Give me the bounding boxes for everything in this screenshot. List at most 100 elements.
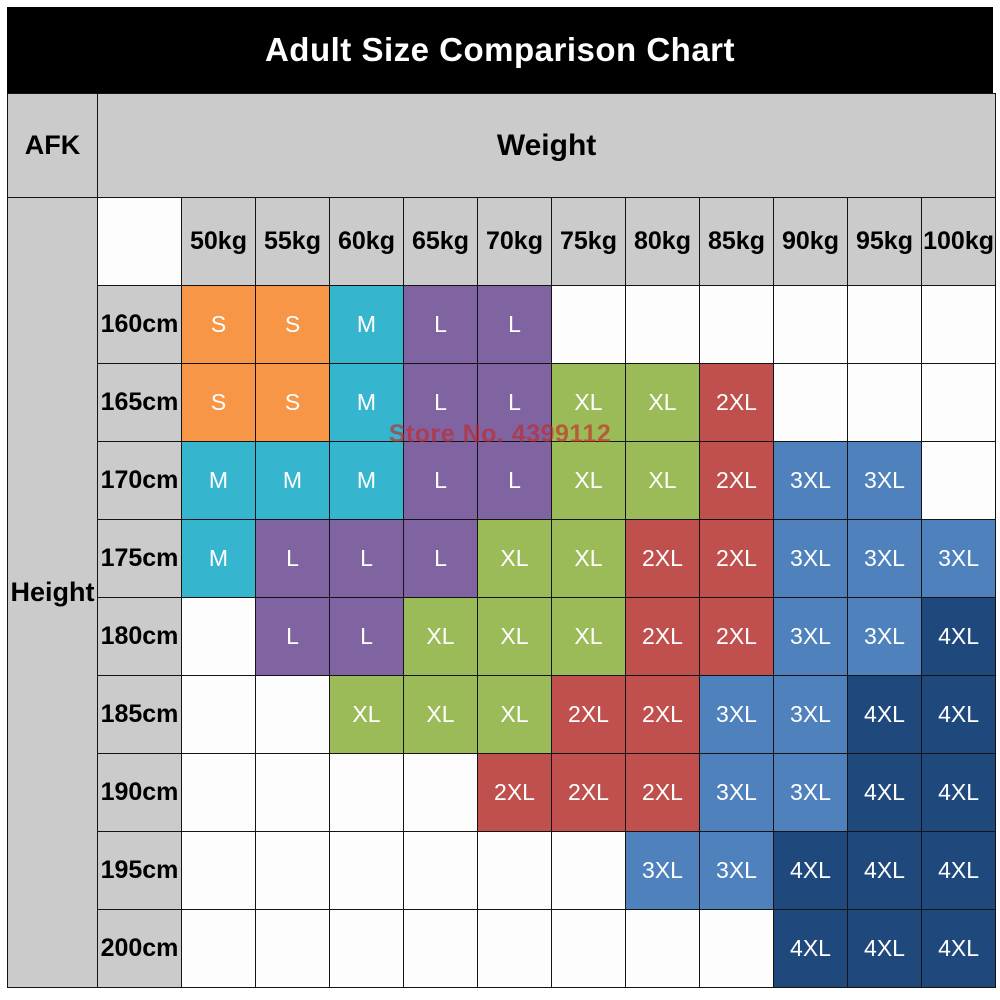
weight-column-header: 65kg: [403, 197, 478, 286]
size-cell: L: [403, 285, 478, 364]
size-cell: XL: [403, 675, 478, 754]
size-cell: M: [181, 519, 256, 598]
empty-cell: [477, 909, 552, 988]
size-cell: L: [329, 597, 404, 676]
size-cell: XL: [551, 597, 626, 676]
corner-label-afk: AFK: [7, 93, 98, 198]
size-cell: 3XL: [773, 597, 848, 676]
size-cell: 2XL: [699, 597, 774, 676]
size-cell: L: [255, 519, 330, 598]
table-row: 185cm XL XL XL 2XL 2XL 3XL 3XL 4XL 4XL: [8, 675, 997, 754]
size-cell: 2XL: [551, 753, 626, 832]
empty-cell: [255, 831, 330, 910]
size-cell: M: [329, 363, 404, 442]
size-cell: XL: [329, 675, 404, 754]
size-cell: 4XL: [847, 675, 922, 754]
empty-cell: [255, 675, 330, 754]
height-row-label: 165cm: [97, 363, 182, 442]
size-cell: XL: [403, 597, 478, 676]
size-cell: S: [181, 285, 256, 364]
height-row-label: 190cm: [97, 753, 182, 832]
size-cell: XL: [551, 363, 626, 442]
weight-column-header: 75kg: [551, 197, 626, 286]
height-row-label: 170cm: [97, 441, 182, 520]
size-comparison-table: AFK Weight Height 50kg 55kg 60kg 65kg 70kg 75kg 8…: [7, 93, 997, 988]
empty-cell: [181, 753, 256, 832]
weight-column-header: 70kg: [477, 197, 552, 286]
table-row: 175cm M L L L XL XL 2XL 2XL 3XL 3XL 3XL: [8, 519, 997, 598]
empty-cell: [920, 285, 997, 364]
size-cell: 2XL: [625, 519, 700, 598]
empty-cell: [920, 363, 997, 442]
height-row-label: 175cm: [97, 519, 182, 598]
size-cell: 4XL: [773, 831, 848, 910]
size-cell: XL: [551, 441, 626, 520]
size-cell: 2XL: [477, 753, 552, 832]
size-cell: 2XL: [625, 675, 700, 754]
weight-column-header: 85kg: [699, 197, 774, 286]
size-cell: M: [329, 285, 404, 364]
weight-header-row: AFK Weight: [7, 93, 997, 198]
size-cell: XL: [477, 675, 552, 754]
size-cell: L: [403, 363, 478, 442]
size-cell: L: [477, 441, 552, 520]
empty-cell: [551, 831, 626, 910]
size-cell: 4XL: [920, 831, 997, 910]
size-cell: 3XL: [920, 519, 997, 598]
empty-cell: [403, 909, 478, 988]
size-cell: XL: [551, 519, 626, 598]
empty-cell: [847, 285, 922, 364]
empty-cell: [773, 285, 848, 364]
size-cell: XL: [625, 363, 700, 442]
size-cell: 3XL: [699, 831, 774, 910]
weight-column-header: 100kg: [920, 197, 997, 286]
height-row-label: 185cm: [97, 675, 182, 754]
empty-cell: [329, 753, 404, 832]
empty-cell: [181, 675, 256, 754]
weight-column-header: 80kg: [625, 197, 700, 286]
empty-cell: [403, 753, 478, 832]
chart-title-bar: Adult Size Comparison Chart: [7, 7, 993, 93]
empty-cell: [255, 909, 330, 988]
size-cell: 2XL: [625, 753, 700, 832]
page-title: Adult Size Comparison Chart: [264, 31, 736, 68]
size-cell: L: [255, 597, 330, 676]
size-cell: 4XL: [920, 909, 997, 988]
size-cell: XL: [625, 441, 700, 520]
size-cell: 2XL: [551, 675, 626, 754]
size-cell: 2XL: [699, 363, 774, 442]
size-cell: 4XL: [920, 753, 997, 832]
table-row: 170cm M M M L L XL XL 2XL 3XL 3XL: [8, 441, 997, 520]
size-cell: 4XL: [920, 597, 997, 676]
size-cell: 3XL: [773, 675, 848, 754]
empty-cell: [181, 831, 256, 910]
size-cell: S: [181, 363, 256, 442]
empty-cell: [920, 441, 997, 520]
size-cell: 4XL: [773, 909, 848, 988]
weight-column-header: 95kg: [847, 197, 922, 286]
size-cell: L: [477, 285, 552, 364]
empty-cell: [477, 831, 552, 910]
height-axis-label: Height: [7, 197, 98, 988]
size-cell: L: [403, 519, 478, 598]
empty-cell: [551, 909, 626, 988]
size-cell: 3XL: [773, 753, 848, 832]
empty-cell: [625, 285, 700, 364]
empty-cell: [329, 909, 404, 988]
size-cell: 3XL: [699, 675, 774, 754]
empty-cell: [181, 909, 256, 988]
size-cell: 3XL: [847, 597, 922, 676]
empty-cell: [773, 363, 848, 442]
table-row: 180cm L L XL XL XL 2XL 2XL 3XL 3XL 4XL: [8, 597, 997, 676]
size-cell: M: [181, 441, 256, 520]
empty-cell: [329, 831, 404, 910]
size-cell: M: [329, 441, 404, 520]
size-cell: XL: [477, 519, 552, 598]
size-cell: S: [255, 285, 330, 364]
size-cell: 3XL: [773, 441, 848, 520]
empty-cell: [551, 285, 626, 364]
size-cell: 4XL: [920, 675, 997, 754]
empty-cell: [699, 285, 774, 364]
table-row: 195cm 3XL 3XL 4XL 4XL 4XL: [8, 831, 997, 910]
